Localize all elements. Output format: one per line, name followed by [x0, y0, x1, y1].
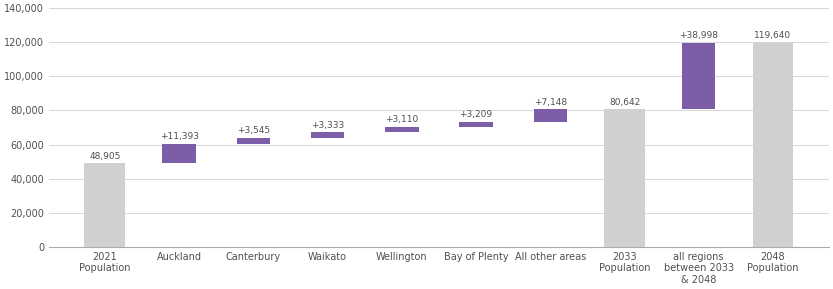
Bar	[84, 163, 125, 247]
Bar	[682, 43, 716, 109]
Bar	[752, 43, 793, 247]
Text: 80,642: 80,642	[609, 98, 640, 107]
Bar	[604, 109, 645, 247]
Text: 119,640: 119,640	[755, 31, 791, 40]
Text: 48,905: 48,905	[89, 152, 121, 161]
Bar	[385, 127, 418, 132]
Text: +3,110: +3,110	[385, 115, 418, 125]
Text: +3,209: +3,209	[460, 110, 492, 119]
Bar	[534, 109, 567, 121]
Text: +3,545: +3,545	[237, 126, 270, 136]
Text: +7,148: +7,148	[534, 98, 566, 107]
Bar	[237, 138, 270, 144]
Bar	[459, 121, 493, 127]
Bar	[311, 132, 344, 138]
Text: +38,998: +38,998	[679, 31, 718, 40]
Text: +3,333: +3,333	[311, 121, 344, 130]
Bar	[162, 144, 196, 163]
Text: +11,393: +11,393	[160, 132, 198, 141]
